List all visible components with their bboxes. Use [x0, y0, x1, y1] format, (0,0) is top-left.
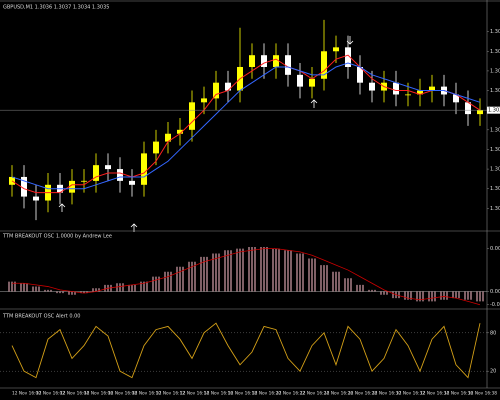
arrow	[310, 99, 318, 108]
candle-body	[453, 94, 459, 103]
candle-body	[357, 66, 363, 83]
x-tick-label: 12 Nov 16:22	[276, 391, 305, 397]
candle-body	[93, 165, 99, 181]
candle-body	[477, 110, 483, 115]
y-tick-label: 1.3010	[490, 206, 500, 212]
candle-body	[165, 133, 171, 142]
candle-body	[21, 176, 27, 197]
x-tick-label: 12 Nov 16:18	[228, 391, 257, 397]
candle-body	[177, 129, 183, 134]
x-tick-label: 12 Nov 16:20	[252, 391, 281, 397]
arrow	[58, 203, 66, 212]
candle-body	[465, 102, 471, 115]
x-tick-label: 12 Nov 16:30	[372, 391, 401, 397]
signal-line	[12, 248, 481, 306]
y-tick-label: 1.3040	[490, 88, 500, 94]
candle-body	[117, 169, 123, 181]
indicator-title: TTM BREAKOUT OSC 1.0000 by Andrew Lee	[2, 234, 112, 240]
candle-body	[213, 82, 219, 99]
candle-body	[141, 153, 147, 185]
candle-body	[393, 82, 399, 95]
moving-average	[11, 62, 481, 190]
candle-body	[33, 196, 39, 201]
candle-body	[69, 180, 75, 193]
candle-body	[225, 82, 231, 91]
x-tick-label: 12 Nov 16:38	[468, 391, 497, 397]
y-tick-label: -0.0008	[490, 302, 500, 308]
x-tick-label: 12 Nov 16:06	[84, 391, 113, 397]
candle-body	[285, 55, 291, 75]
y-tick-label: 1.3015	[490, 186, 500, 192]
x-tick-label: 12 Nov 16:16	[204, 391, 233, 397]
x-tick-label: 12 Nov 16:10	[132, 391, 161, 397]
x-tick-label: 12 Nov 16:34	[420, 391, 449, 397]
candle-body	[369, 82, 375, 91]
y-tick-label: 1.3020	[490, 167, 500, 173]
candle-body	[309, 78, 315, 87]
y-tick-label: 1.3050	[490, 49, 500, 55]
candle-body	[417, 90, 423, 95]
y-tick-label: 1.3030	[490, 127, 500, 133]
x-tick-label: 12 Nov 16:24	[300, 391, 329, 397]
y-tick-label: 1.3025	[490, 147, 500, 153]
x-tick-label: 12 Nov 16:04	[60, 391, 89, 397]
candle-body	[81, 180, 87, 182]
candle-body	[321, 51, 327, 79]
y-tick-label: 1.3055	[490, 29, 500, 35]
x-tick-label: 12 Nov 16:26	[324, 391, 353, 397]
y-tick-label: 20	[490, 369, 496, 375]
x-tick-label: 12 Nov 16:32	[396, 391, 425, 397]
candle-body	[345, 47, 351, 67]
x-tick-label: 12 Nov 16:14	[180, 391, 209, 397]
indicator-title: TTM BREAKOUT OSC Alert 0.00	[2, 314, 80, 320]
x-tick-label: 12 Nov 16:12	[156, 391, 185, 397]
moving-average	[11, 54, 481, 194]
candle-body	[249, 55, 255, 67]
current-price: 1.3035	[488, 108, 500, 114]
candle-body	[405, 94, 411, 96]
y-tick-label: 0.0026	[490, 246, 500, 252]
candle-body	[201, 98, 207, 103]
candle-body	[129, 180, 135, 185]
candle-body	[105, 165, 111, 170]
x-tick-label: 12 Nov 16:36	[444, 391, 473, 397]
y-tick-label: 0.0000	[490, 289, 500, 295]
x-tick-label: 12 Nov 16:28	[348, 391, 377, 397]
candle-body	[333, 47, 339, 52]
candle-body	[9, 176, 15, 185]
arrow	[130, 223, 138, 232]
x-tick-label: 12 Nov 16:00	[12, 391, 41, 397]
candle-body	[261, 55, 267, 67]
candle-body	[189, 102, 195, 130]
y-tick-label: 80	[490, 330, 496, 336]
indicator-line	[11, 322, 481, 379]
chart-title: GBPUSD,M1 1.3036 1.3037 1.3034 1.3035	[3, 5, 109, 11]
x-tick-label: 12 Nov 16:02	[36, 391, 65, 397]
price-label-bg	[487, 106, 500, 114]
x-tick-label: 12 Nov 16:08	[108, 391, 137, 397]
candle-body	[273, 55, 279, 67]
candle-body	[153, 141, 159, 154]
candle-body	[297, 74, 303, 87]
candle-body	[429, 86, 435, 91]
y-tick-label: 1.3045	[490, 68, 500, 74]
